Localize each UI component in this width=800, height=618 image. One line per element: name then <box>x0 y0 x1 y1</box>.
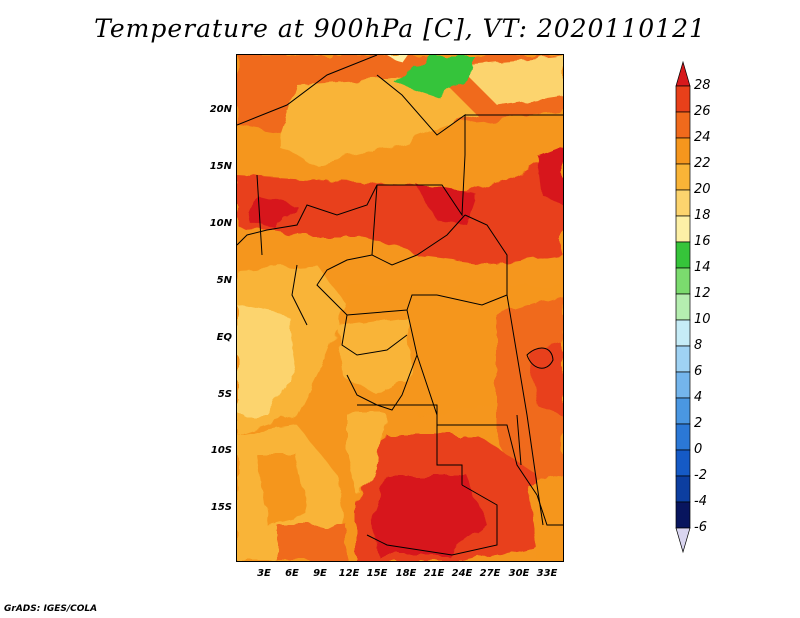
colorbar-swatch <box>675 371 691 399</box>
colorbar-label: -2 <box>694 468 707 483</box>
colorbar-swatch <box>675 241 691 269</box>
colorbar-label: 16 <box>694 234 711 249</box>
colorbar-swatch <box>675 137 691 165</box>
colorbar-swatch <box>675 449 691 477</box>
credit-label: GrADS: IGES/COLA <box>4 604 98 614</box>
temperature-map <box>236 54 564 562</box>
lat-label-15s: 15S <box>210 502 232 513</box>
lon-label-6e: 6E <box>285 568 299 579</box>
lat-label-10s: 10S <box>210 445 232 456</box>
lon-label-9e: 9E <box>313 568 327 579</box>
colorbar-label: 28 <box>694 78 711 93</box>
colorbar-swatch <box>675 397 691 425</box>
colorbar-label: 10 <box>694 312 711 327</box>
colorbar-swatch <box>675 163 691 191</box>
colorbar-label: 2 <box>694 416 703 431</box>
colorbar-top-arrow <box>675 60 691 87</box>
colorbar-swatch <box>675 475 691 503</box>
lakes <box>516 347 554 526</box>
colorbar-label: 8 <box>694 338 703 353</box>
colorbar-label: 18 <box>694 208 711 223</box>
colorbar-label: 24 <box>694 130 711 145</box>
lon-label-3e: 3E <box>257 568 271 579</box>
colorbar-label: 0 <box>694 442 703 457</box>
colorbar-swatch <box>675 319 691 347</box>
lon-label-21e: 21E <box>423 568 445 579</box>
colorbar-swatch <box>675 345 691 373</box>
lon-label-18e: 18E <box>395 568 417 579</box>
map-title: Temperature at 900hPa [C], VT: 202011012… <box>94 14 706 43</box>
colorbar-label: 4 <box>694 390 703 405</box>
colorbar-label: 12 <box>694 286 711 301</box>
colorbar-swatch <box>675 267 691 295</box>
lon-label-12e: 12E <box>338 568 360 579</box>
colorbar-swatch <box>675 189 691 217</box>
colorbar-label: 20 <box>694 182 711 197</box>
lon-label-24e: 24E <box>451 568 473 579</box>
colorbar-label: 6 <box>694 364 703 379</box>
colorbar-bottom-arrow <box>675 527 691 554</box>
colorbar-label: 14 <box>694 260 711 275</box>
colorbar-swatch <box>675 85 691 113</box>
lon-label-33e: 33E <box>536 568 558 579</box>
lat-label-10n: 10N <box>209 218 232 229</box>
colorbar-label: -4 <box>694 494 707 509</box>
colorbar-swatch <box>675 215 691 243</box>
lat-label-5s: 5S <box>217 389 232 400</box>
lat-label-15n: 15N <box>209 161 232 172</box>
colorbar-swatch <box>675 111 691 139</box>
lon-label-27e: 27E <box>479 568 501 579</box>
colorbar-swatch <box>675 501 691 529</box>
colorbar <box>675 60 691 554</box>
colorbar-label: 26 <box>694 104 711 119</box>
lat-label-eq: EQ <box>216 332 232 343</box>
lon-label-15e: 15E <box>366 568 388 579</box>
country-borders <box>237 55 563 556</box>
colorbar-swatch <box>675 423 691 451</box>
colorbar-label: -6 <box>694 520 707 535</box>
colorbar-label: 22 <box>694 156 711 171</box>
lat-label-5n: 5N <box>216 275 232 286</box>
lat-label-20n: 20N <box>209 104 232 115</box>
map-canvas <box>237 55 563 561</box>
lon-label-30e: 30E <box>508 568 530 579</box>
colorbar-swatch <box>675 293 691 321</box>
